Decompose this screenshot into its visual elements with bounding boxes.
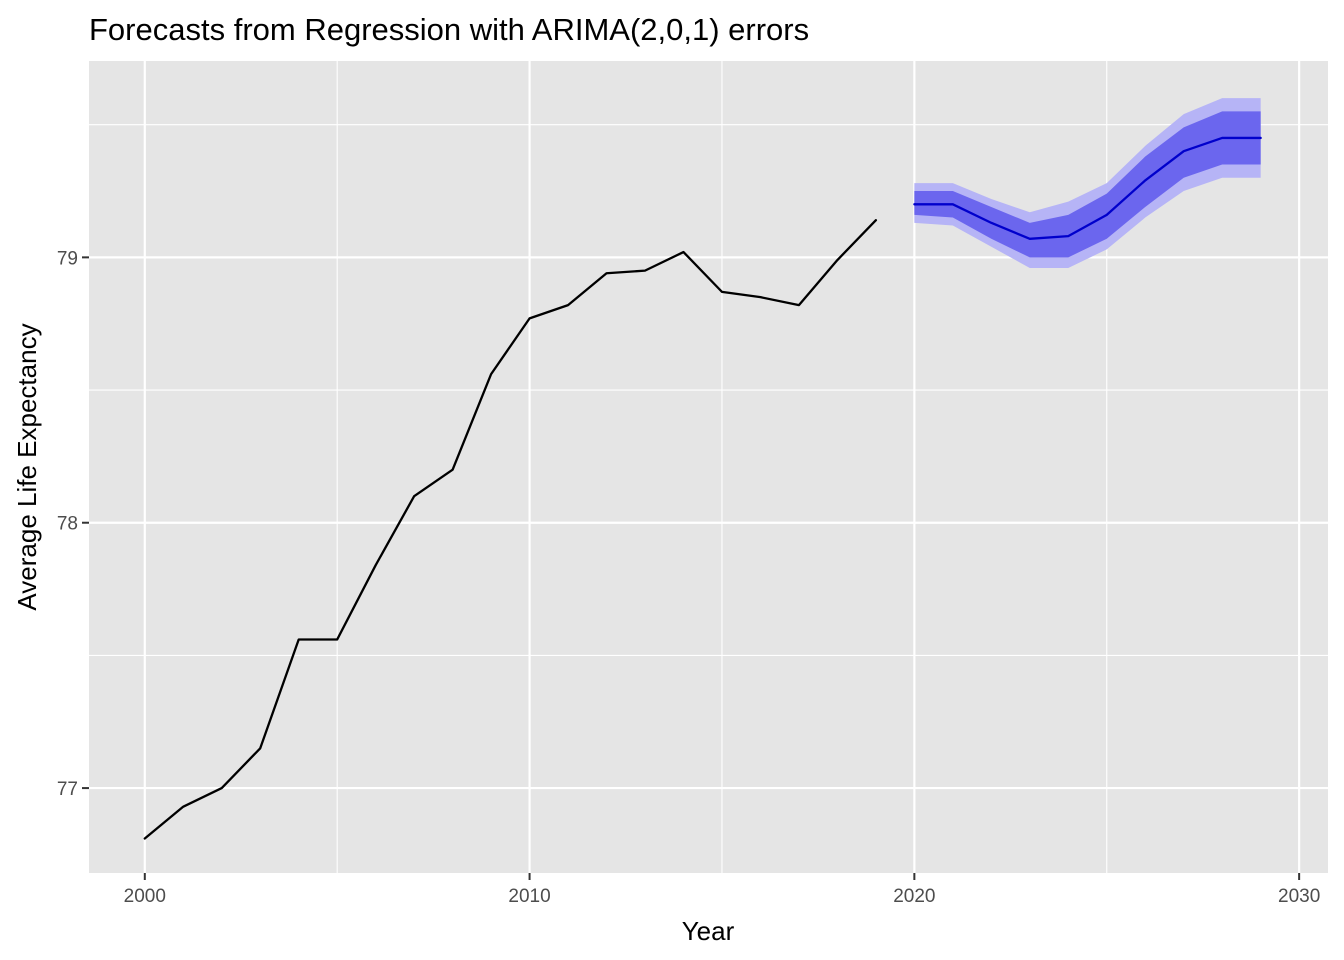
x-tick-label: 2000 [124,886,166,907]
y-tick-label: 79 [57,248,78,269]
x-tick-label: 2020 [893,886,935,907]
y-tick-label: 77 [57,779,78,800]
series-lines [143,136,1262,840]
x-tick-label: 2010 [508,886,550,907]
prediction-intervals [914,98,1261,268]
x-axis-ticks: 2000 2010 2020 2030 [124,873,1320,907]
y-axis-title: Average Life Expectancy [12,323,42,610]
x-axis-title: Year [682,916,735,946]
y-axis-ticks: 77 78 79 [57,248,89,800]
forecast-series-line [913,136,1262,240]
x-tick-label: 2030 [1278,886,1320,907]
chart-title: Forecasts from Regression with ARIMA(2,0… [89,12,809,47]
band-80 [914,111,1261,258]
y-tick-label: 78 [57,514,78,535]
observed-series-line [143,219,878,840]
